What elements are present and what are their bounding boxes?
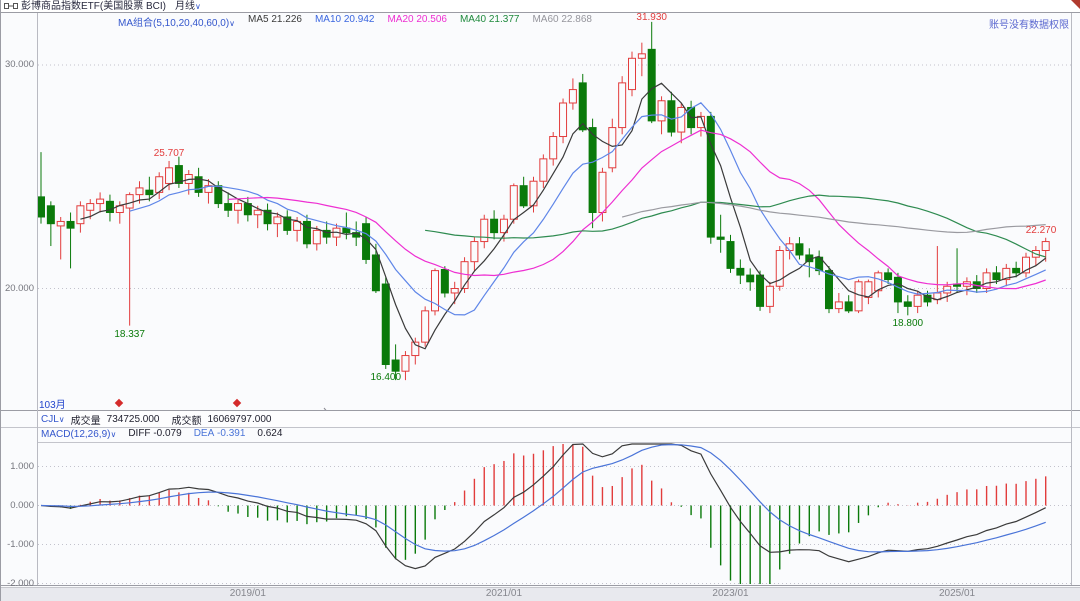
- chevron-down-icon: ∨: [195, 2, 201, 11]
- amount-value: 16069797.000: [207, 413, 272, 425]
- x-axis-label: 2023/01: [712, 588, 749, 599]
- price-extreme-label: 25.707: [153, 147, 185, 159]
- chevron-down-icon: ∨: [58, 414, 65, 424]
- macd-tick-n1: -1.000: [7, 539, 34, 550]
- divider: [1, 410, 1080, 411]
- ma20-value: MA20 20.506: [387, 14, 447, 25]
- window-layout-icon[interactable]: [4, 2, 18, 11]
- ma5-value: MA5 21.226: [248, 14, 302, 25]
- x-axis-label: 2019/01: [229, 588, 266, 599]
- volume-label: 成交量: [70, 415, 101, 427]
- ma10-value: MA10 20.942: [314, 14, 375, 25]
- divider: [1, 427, 1080, 428]
- divider: [37, 442, 1071, 443]
- ma60-value: MA60 22.868: [532, 14, 592, 25]
- axis-border: [37, 12, 38, 585]
- dea-value: DEA -0.391: [193, 428, 246, 439]
- corner-flag-icon: [1071, 0, 1080, 9]
- x-axis-label: 2021/01: [485, 588, 523, 599]
- price-extreme-label: 22.270: [1025, 224, 1057, 236]
- period-selector[interactable]: 月线∨: [175, 1, 201, 12]
- price-tick-30: 30.000: [4, 59, 34, 70]
- ma40-value: MA40 21.377: [459, 14, 520, 25]
- title-bar: [1, 0, 1080, 13]
- volume-symbol-dropdown[interactable]: CJL∨: [41, 413, 65, 425]
- instrument-title[interactable]: 彭博商品指数ETF(美国股票 BCI): [21, 1, 166, 12]
- macd-tick-0: 0.000: [10, 500, 34, 511]
- event-diamond-icon: [232, 398, 242, 408]
- amount-label: 成交额: [171, 415, 202, 427]
- volume-bar: CJL∨ 成交量 734725.000 成交额 16069797.000: [38, 411, 1071, 427]
- axis-border: [1071, 12, 1072, 585]
- chevron-down-icon: ∨: [110, 430, 117, 439]
- visible-bars-count: 103月: [39, 400, 66, 411]
- ma-group-dropdown[interactable]: MA组合(5,10,20,40,60,0)∨: [118, 18, 236, 29]
- macd-tick-n2: -2.000: [7, 578, 34, 589]
- divider: [1, 585, 1080, 586]
- price-tick-20: 20.000: [4, 283, 34, 294]
- chevron-down-icon: ∨: [229, 19, 236, 28]
- macd-tick-1: 1.000: [10, 461, 34, 472]
- price-extreme-label: 16.400: [370, 371, 402, 383]
- ma-legend: MA组合(5,10,20,40,60,0)∨ MA5 21.226 MA10 2…: [118, 14, 592, 30]
- event-diamond-icon: [114, 398, 124, 408]
- price-extreme-label: 18.800: [892, 318, 924, 330]
- price-extreme-label: 31.930: [636, 12, 667, 23]
- price-extreme-label: 18.337: [114, 328, 145, 340]
- no-data-permission-notice[interactable]: 账号没有数据权限: [989, 20, 1069, 31]
- volume-value: 734725.000: [106, 413, 160, 425]
- macd-bar-value: 0.624: [257, 428, 283, 439]
- macd-header: MACD(12,26,9)∨ DIFF -0.079 DEA -0.391 0.…: [41, 428, 282, 441]
- macd-dropdown[interactable]: MACD(12,26,9)∨: [41, 429, 117, 440]
- x-axis-band: [1, 587, 1080, 601]
- x-axis-label: 2025/01: [938, 588, 976, 599]
- diff-value: DIFF -0.079: [128, 428, 182, 439]
